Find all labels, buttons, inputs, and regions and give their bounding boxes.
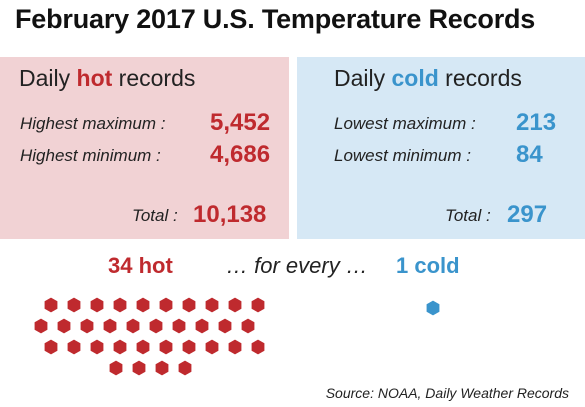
hot-record-hexagon (159, 297, 173, 313)
cold-total-label: Total : (445, 206, 491, 225)
hot-record-hexagon (159, 339, 173, 355)
page-title: February 2017 U.S. Temperature Records (15, 4, 536, 34)
hot-record-hexagon (90, 339, 104, 355)
cold-heading-prefix: Daily (334, 65, 392, 91)
hot-record-hexagon (67, 339, 81, 355)
hot-record-hexagon (109, 360, 123, 376)
lowest-minimum-value: 84 (516, 141, 543, 168)
lowest-maximum-value: 213 (516, 109, 557, 136)
hot-record-hexagon (44, 297, 58, 313)
highest-minimum-row: Highest minimum : 4,686 (0, 137, 289, 169)
hot-heading-highlight: hot (76, 65, 113, 91)
cold-heading-highlight: cold (391, 65, 439, 91)
cold-heading-suffix: records (438, 65, 522, 91)
source-note: Source: NOAA, Daily Weather Records (325, 385, 569, 401)
hot-record-hexagon (172, 318, 186, 334)
hot-total-row: Total : 10,138 (0, 197, 289, 229)
hot-record-hexagon (136, 297, 150, 313)
hot-record-hexagon (126, 318, 140, 334)
hot-heading-suffix: records (112, 65, 196, 91)
ratio-middle-text: … for every … (226, 253, 368, 278)
hot-record-hexagon (80, 318, 94, 334)
cold-record-hexagon (426, 300, 440, 316)
hot-record-hexagon (251, 297, 265, 313)
highest-maximum-row: Highest maximum : 5,452 (0, 105, 289, 137)
hot-record-hexagon (34, 318, 48, 334)
cold-records-panel: Daily cold records Lowest maximum : 213 … (297, 57, 585, 239)
lowest-minimum-label: Lowest minimum : (334, 146, 471, 165)
hot-record-hexagon (67, 297, 81, 313)
hot-record-hexagon (218, 318, 232, 334)
hot-total-label: Total : (132, 206, 178, 225)
hot-record-hexagon (228, 339, 242, 355)
hot-record-hexagon (228, 297, 242, 313)
cold-total-value: 297 (507, 201, 548, 228)
cold-records-heading: Daily cold records (334, 65, 522, 92)
hot-record-hexagon (178, 360, 192, 376)
ratio-cold-text: 1 cold (396, 253, 460, 278)
hot-record-hexagon (155, 360, 169, 376)
hot-record-hexagon (205, 339, 219, 355)
hot-record-hexagon (103, 318, 117, 334)
hot-record-hexagon (113, 339, 127, 355)
hot-record-hexagon (132, 360, 146, 376)
hot-record-hexagon (205, 297, 219, 313)
hot-total-value: 10,138 (193, 201, 267, 228)
hot-records-panel: Daily hot records Highest maximum : 5,45… (0, 57, 289, 239)
lowest-maximum-row: Lowest maximum : 213 (297, 105, 585, 137)
highest-maximum-label: Highest maximum : (20, 114, 166, 133)
ratio-hot-text: 34 hot (108, 253, 173, 278)
hot-records-heading: Daily hot records (19, 65, 195, 92)
cold-total-row: Total : 297 (297, 197, 585, 229)
hot-heading-prefix: Daily (19, 65, 77, 91)
hot-record-hexagon (113, 297, 127, 313)
hot-record-hexagon (57, 318, 71, 334)
lowest-minimum-row: Lowest minimum : 84 (297, 137, 585, 169)
hot-record-hexagon (182, 297, 196, 313)
highest-minimum-label: Highest minimum : (20, 146, 161, 165)
hot-record-hexagon (241, 318, 255, 334)
hexagon-pictogram (34, 297, 440, 376)
highest-maximum-value: 5,452 (210, 109, 271, 136)
highest-minimum-value: 4,686 (210, 141, 271, 168)
hot-record-hexagon (195, 318, 209, 334)
hot-record-hexagon (44, 339, 58, 355)
hot-record-hexagon (136, 339, 150, 355)
hot-record-hexagon (90, 297, 104, 313)
lowest-maximum-label: Lowest maximum : (334, 114, 476, 133)
hot-record-hexagon (149, 318, 163, 334)
hot-record-hexagon (251, 339, 265, 355)
hot-record-hexagon (182, 339, 196, 355)
